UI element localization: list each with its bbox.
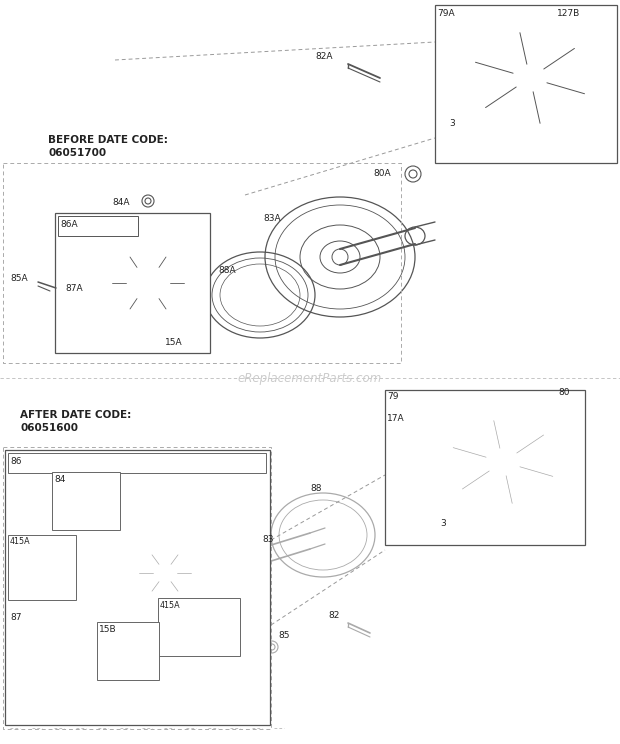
Text: 3: 3 [449, 118, 454, 127]
Bar [385, 390, 585, 545]
Text: 86A: 86A [60, 219, 78, 228]
Circle shape [523, 71, 537, 85]
Text: 80A: 80A [373, 168, 391, 178]
Text: 88A: 88A [218, 266, 236, 275]
Text: 84A: 84A [112, 197, 130, 207]
Text: eReplacementParts.com: eReplacementParts.com [238, 371, 382, 385]
Text: 88: 88 [310, 484, 322, 493]
Text: 85A: 85A [10, 274, 28, 283]
Bar [8, 535, 76, 600]
Text: 86: 86 [10, 457, 22, 466]
Bar [158, 598, 240, 656]
Bar [55, 213, 210, 353]
Bar [5, 450, 270, 725]
Text: 87: 87 [10, 612, 22, 621]
Text: 84: 84 [54, 475, 65, 484]
Circle shape [496, 455, 510, 469]
Text: 127B: 127B [557, 8, 580, 18]
Bar [97, 622, 159, 680]
Bar [52, 472, 120, 530]
Text: 79A: 79A [437, 8, 454, 18]
Text: 85: 85 [278, 630, 290, 640]
Text: AFTER DATE CODE:: AFTER DATE CODE: [20, 410, 131, 420]
Text: 80: 80 [558, 388, 570, 397]
Text: 06051600: 06051600 [20, 423, 78, 433]
Text: 415A: 415A [10, 537, 30, 547]
Text: 06051700: 06051700 [48, 148, 106, 158]
Circle shape [332, 249, 348, 265]
Text: 415A: 415A [160, 600, 180, 609]
Text: 82: 82 [328, 611, 339, 620]
Text: 79: 79 [387, 391, 399, 400]
Text: 3: 3 [440, 519, 446, 527]
Text: 83: 83 [262, 536, 273, 545]
Text: 15A: 15A [165, 338, 183, 347]
Bar [8, 453, 266, 473]
Text: 87A: 87A [65, 283, 82, 292]
Text: 82A: 82A [315, 51, 332, 60]
Bar [435, 5, 617, 163]
Text: 17A: 17A [387, 414, 405, 423]
Text: 15B: 15B [99, 624, 117, 633]
Text: BEFORE DATE CODE:: BEFORE DATE CODE: [48, 135, 168, 145]
Text: 83A: 83A [263, 214, 281, 222]
Bar [58, 216, 138, 236]
